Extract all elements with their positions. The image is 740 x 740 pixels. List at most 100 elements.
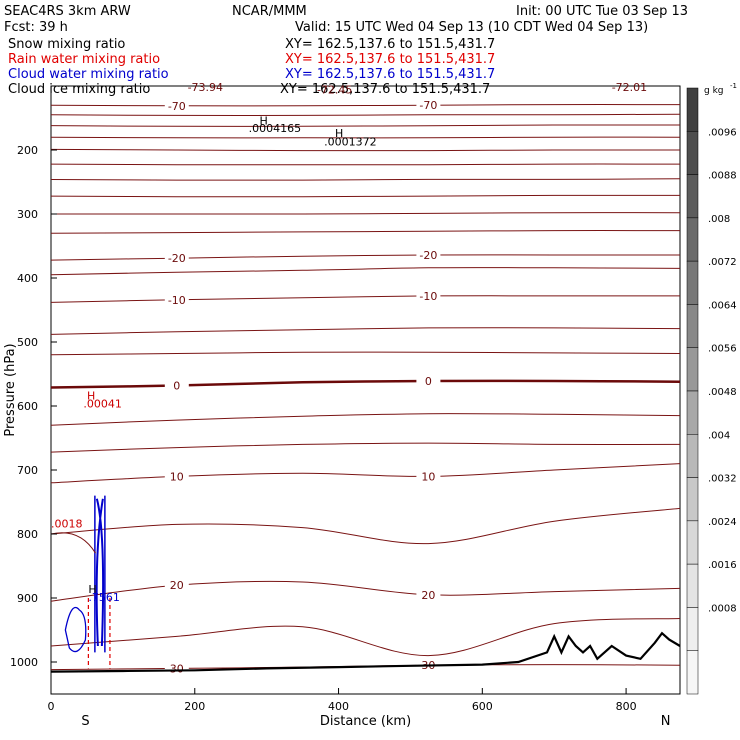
plot-frame bbox=[50, 85, 681, 695]
isotherm-label-bg bbox=[416, 470, 441, 483]
field-label-cloud-ice: Cloud ice mixing ratio bbox=[8, 82, 150, 97]
colorbar-swatch bbox=[686, 477, 699, 522]
colorbar-label: .0096 bbox=[708, 127, 737, 138]
isotherm-label-bg bbox=[164, 99, 189, 112]
isotherm-line bbox=[50, 618, 681, 657]
colorbar-swatch bbox=[686, 174, 699, 219]
forecast-hour: Fcst: 39 h bbox=[4, 20, 68, 35]
extremum-label: -72.45 bbox=[317, 84, 352, 97]
isotherm-label-bg bbox=[416, 99, 441, 112]
colorbar-swatch bbox=[686, 304, 699, 348]
isotherm-line bbox=[50, 507, 681, 545]
isotherm-line bbox=[50, 442, 681, 453]
isotherm-label: -70 bbox=[168, 100, 186, 113]
isotherm-label: -10 bbox=[419, 290, 437, 303]
colorbar-swatch bbox=[686, 607, 699, 651]
colorbar-label: .0064 bbox=[708, 300, 737, 311]
extremum-label: H bbox=[87, 390, 95, 403]
extremum-label: H bbox=[88, 583, 96, 596]
isotherm-label: -20 bbox=[168, 252, 186, 265]
init-time: Init: 00 UTC Tue 03 Sep 13 bbox=[516, 4, 688, 19]
x-tick-label: 800 bbox=[616, 700, 637, 713]
header: SEAC4RS 3km ARW Fcst: 39 h NCAR/MMM Init… bbox=[4, 4, 688, 97]
isotherm-line bbox=[50, 532, 96, 554]
colorbar-swatch bbox=[686, 520, 699, 565]
isotherm-label-bg bbox=[416, 289, 441, 302]
colorbar-swatch bbox=[686, 434, 699, 478]
y-tick-label: 300 bbox=[17, 208, 38, 221]
isotherm-line bbox=[50, 163, 681, 166]
isotherm-line bbox=[50, 463, 681, 484]
isotherm-label-bg bbox=[416, 375, 441, 388]
extremum-label: -72.01 bbox=[612, 81, 647, 94]
cloud-water-contour bbox=[94, 495, 106, 653]
extremum-label: .7561 bbox=[88, 591, 120, 604]
isotherm-label: 0 bbox=[173, 380, 180, 393]
isotherm-line bbox=[50, 104, 681, 107]
isotherm-label: -10 bbox=[168, 294, 186, 307]
isotherm-line bbox=[50, 254, 680, 261]
colorbar-label: .0008 bbox=[708, 603, 737, 614]
colorbar-swatch bbox=[686, 390, 699, 435]
extremum-label: .0004165 bbox=[249, 122, 302, 135]
terrain-line bbox=[50, 631, 681, 673]
x-tick-label: 0 bbox=[48, 700, 55, 713]
x-tick-label: 400 bbox=[328, 700, 349, 713]
field-xy-cloud-ice: XY= 162.5,137.6 to 151.5,431.7 bbox=[280, 82, 490, 97]
isotherm-line bbox=[50, 379, 681, 389]
isotherm-line bbox=[50, 136, 681, 139]
isotherm-label-bg bbox=[416, 588, 441, 601]
north-end-label: N bbox=[661, 714, 671, 729]
colorbar-swatch bbox=[686, 563, 699, 608]
field-label-snow: Snow mixing ratio bbox=[8, 37, 125, 52]
isotherm-line bbox=[50, 327, 681, 335]
y-tick-label: 600 bbox=[17, 400, 38, 413]
colorbar-label: .0072 bbox=[708, 257, 737, 268]
colorbar-swatch bbox=[686, 347, 699, 392]
rain-contour bbox=[87, 598, 111, 669]
colorbar-unit-sup: -1 bbox=[730, 82, 737, 90]
colorbar: .0096 .0088 .008 .0072 .0064 .0056 .0048 .004 .0… bbox=[686, 82, 737, 695]
extremum-label: .00041 bbox=[83, 397, 122, 410]
isotherm-line bbox=[50, 580, 681, 602]
extremum-label: H bbox=[335, 127, 343, 140]
colorbar-swatch bbox=[686, 650, 699, 695]
colorbar-label: .008 bbox=[708, 214, 730, 225]
y-axis-label: Pressure (hPa) bbox=[3, 343, 18, 436]
valid-time: Valid: 15 UTC Wed 04 Sep 13 (10 CDT Wed … bbox=[295, 20, 648, 35]
extremum-label: .0001372 bbox=[324, 136, 377, 149]
colorbar-swatch bbox=[686, 217, 699, 262]
isotherm-line bbox=[50, 178, 681, 181]
isotherm-label-bg bbox=[164, 252, 189, 265]
isotherm-line bbox=[50, 124, 681, 127]
isotherm-label: 10 bbox=[170, 470, 184, 483]
isotherm-label-bg bbox=[164, 579, 189, 592]
y-tick-label: 900 bbox=[17, 592, 38, 605]
y-tick-label: 200 bbox=[17, 144, 38, 157]
isotherm-line bbox=[50, 148, 681, 152]
isotherm-line bbox=[50, 295, 680, 303]
colorbar-swatch bbox=[686, 87, 699, 132]
colorbar-label: .0048 bbox=[708, 387, 737, 398]
isotherm-line bbox=[50, 113, 681, 116]
y-tick-label: 700 bbox=[17, 464, 38, 477]
colorbar-swatch bbox=[686, 131, 699, 175]
colorbar-unit: g kg bbox=[704, 86, 724, 96]
isotherm-label: 30 bbox=[170, 662, 184, 675]
cloud-water-contour bbox=[95, 498, 105, 647]
colorbar-label: .0056 bbox=[708, 344, 737, 355]
colorbar-label: .004 bbox=[708, 430, 730, 441]
isotherm-label: 20 bbox=[170, 579, 184, 592]
isotherm-line bbox=[50, 267, 681, 276]
x-tick-label: 600 bbox=[472, 700, 493, 713]
isotherm-line bbox=[50, 230, 681, 234]
isotherm-label-bg bbox=[164, 470, 189, 483]
field-label-cloud-water: Cloud water mixing ratio bbox=[8, 67, 169, 82]
y-tick-label: 400 bbox=[17, 272, 38, 285]
isotherm-line bbox=[50, 194, 681, 198]
isotherm-label: -20 bbox=[419, 249, 437, 262]
colorbar-swatch bbox=[686, 260, 699, 305]
isotherm-label-bg bbox=[164, 293, 189, 306]
